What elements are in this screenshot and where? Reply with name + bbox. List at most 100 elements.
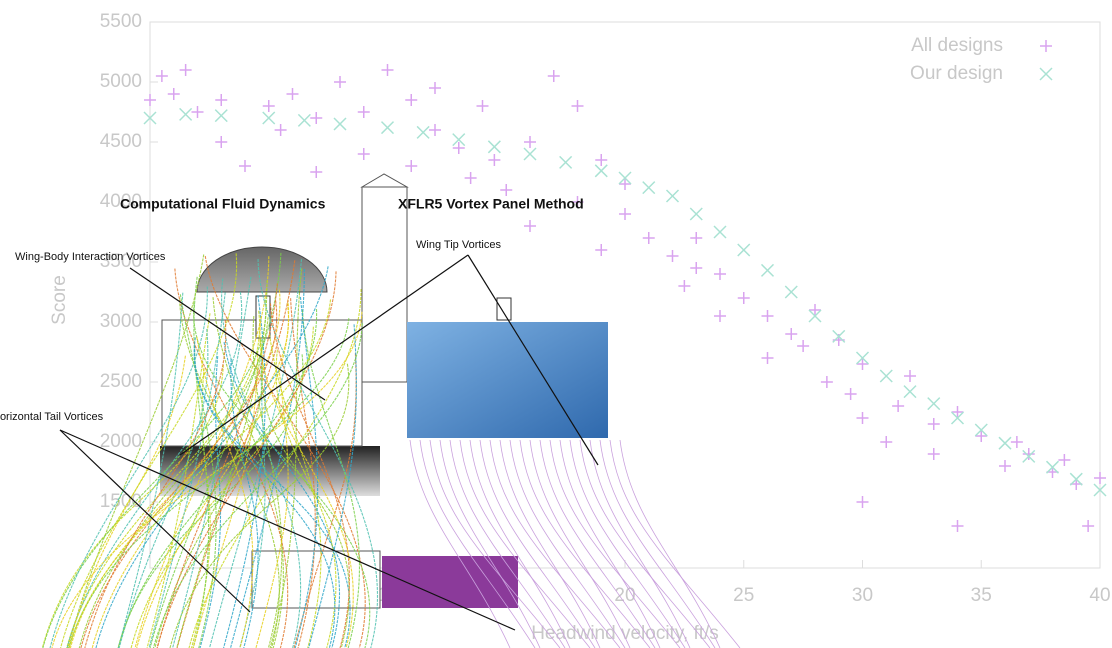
wake-line bbox=[409, 439, 511, 648]
point bbox=[191, 106, 204, 118]
streamline bbox=[259, 316, 354, 648]
marker-stroke bbox=[559, 155, 573, 169]
point bbox=[167, 88, 180, 100]
y-tick-label: 2500 bbox=[100, 371, 142, 392]
wake-line bbox=[529, 439, 631, 648]
streamline bbox=[51, 311, 363, 648]
point bbox=[452, 142, 465, 154]
streamline bbox=[42, 299, 267, 648]
point bbox=[690, 262, 703, 274]
point bbox=[595, 244, 608, 256]
point bbox=[950, 411, 965, 425]
wake-line bbox=[479, 439, 596, 648]
arrow bbox=[59, 429, 251, 613]
y-tick-label: 5500 bbox=[100, 11, 142, 32]
marker-stroke bbox=[879, 369, 893, 383]
marker-stroke bbox=[618, 171, 632, 185]
point bbox=[274, 124, 287, 136]
point bbox=[215, 94, 228, 106]
point bbox=[844, 388, 857, 400]
y-tick-label: 4000 bbox=[100, 191, 142, 212]
streamline bbox=[117, 292, 184, 648]
point bbox=[760, 263, 775, 277]
point bbox=[405, 94, 418, 106]
streamline bbox=[152, 323, 363, 648]
point bbox=[239, 160, 251, 172]
marker-stroke bbox=[855, 351, 870, 365]
point bbox=[856, 496, 869, 508]
strut bbox=[496, 297, 512, 321]
point bbox=[832, 329, 846, 343]
arrow bbox=[179, 254, 469, 456]
streamline bbox=[269, 268, 303, 648]
wake-line bbox=[419, 439, 536, 648]
streamline bbox=[68, 318, 350, 648]
streamline bbox=[169, 363, 350, 648]
streamline bbox=[275, 349, 337, 648]
wake-line bbox=[609, 439, 741, 648]
arrow bbox=[59, 429, 516, 631]
point bbox=[855, 351, 870, 365]
marker-stroke bbox=[333, 117, 347, 131]
streamline bbox=[134, 256, 270, 648]
marker-stroke bbox=[594, 164, 608, 178]
point bbox=[262, 100, 275, 112]
streamline bbox=[269, 303, 350, 648]
point bbox=[547, 70, 560, 82]
point bbox=[1010, 436, 1023, 448]
point bbox=[524, 136, 536, 148]
point bbox=[500, 184, 513, 196]
marker-stroke bbox=[974, 423, 988, 437]
streamline bbox=[68, 299, 332, 648]
left-tail bbox=[251, 550, 381, 609]
wake-line bbox=[519, 439, 651, 648]
point bbox=[1093, 483, 1107, 497]
streamline bbox=[268, 334, 322, 648]
point bbox=[179, 64, 192, 76]
left-title: Computational Fluid Dynamics bbox=[120, 196, 326, 212]
point bbox=[927, 418, 940, 430]
y-tick-label: 4500 bbox=[100, 131, 142, 152]
streamline bbox=[49, 286, 208, 648]
point bbox=[1022, 448, 1035, 460]
legend-marker bbox=[1039, 67, 1053, 81]
point bbox=[1094, 472, 1106, 484]
diagram: Computational Fluid Dynamics XFLR5 Vorte… bbox=[0, 173, 741, 648]
marker-stroke bbox=[808, 309, 822, 323]
marker-stroke bbox=[832, 329, 846, 343]
wake-line bbox=[619, 439, 721, 648]
marker-stroke bbox=[143, 111, 157, 125]
point bbox=[357, 148, 370, 160]
streamline bbox=[204, 255, 366, 648]
marker-stroke bbox=[487, 140, 501, 154]
fuselage bbox=[361, 186, 408, 383]
streamline bbox=[67, 254, 205, 648]
x-tick-label: 25 bbox=[733, 585, 754, 606]
point bbox=[286, 88, 299, 100]
streamline bbox=[146, 313, 211, 648]
point bbox=[297, 113, 311, 127]
streamline bbox=[156, 271, 337, 648]
point bbox=[357, 106, 370, 118]
point bbox=[618, 171, 632, 185]
point bbox=[594, 164, 608, 178]
marker-stroke bbox=[998, 436, 1012, 450]
point bbox=[476, 100, 489, 112]
marker-stroke bbox=[760, 263, 775, 277]
streamline bbox=[192, 350, 259, 648]
marker-stroke bbox=[452, 133, 466, 147]
point bbox=[488, 154, 501, 166]
point bbox=[619, 208, 631, 220]
streamlines bbox=[41, 252, 741, 648]
point bbox=[1022, 449, 1036, 463]
marker-stroke bbox=[297, 113, 311, 127]
marker-stroke bbox=[737, 243, 751, 257]
marker-stroke bbox=[1093, 483, 1107, 497]
point bbox=[380, 121, 395, 135]
streamline bbox=[66, 291, 243, 648]
point bbox=[892, 400, 905, 412]
wake-line bbox=[449, 439, 566, 648]
plot: 1500200025003000350040004500500055005101… bbox=[49, 11, 1111, 644]
streamline bbox=[230, 358, 259, 648]
point bbox=[809, 304, 821, 316]
